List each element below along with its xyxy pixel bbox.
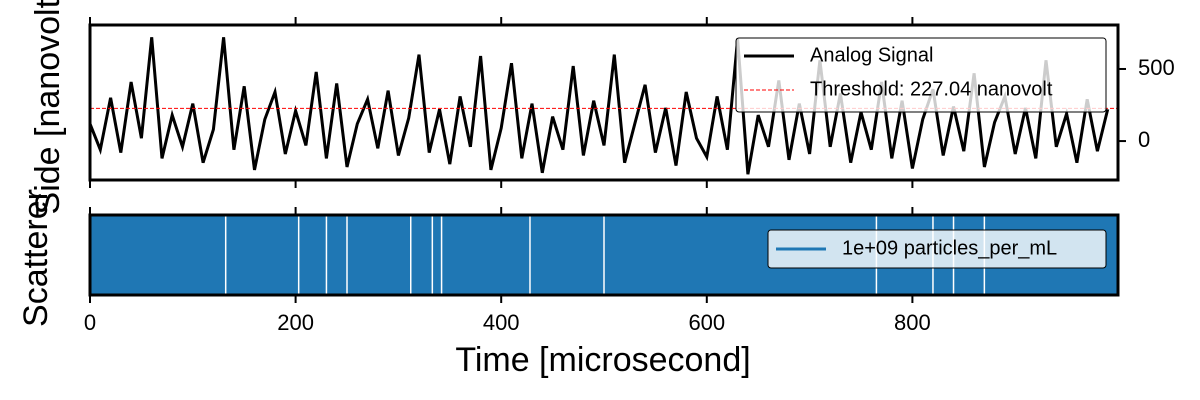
x-axis-label: Time [microsecond]: [455, 341, 750, 379]
legend-label: Threshold: 227.04 nanovolt: [810, 78, 1053, 100]
legend-label: Analog Signal: [810, 44, 933, 66]
y-tick-label: 0: [1138, 127, 1150, 152]
x-tick-label: 800: [894, 310, 931, 335]
y-axis-label: Side [nanovolt]: [29, 0, 67, 214]
axes-frame: [88, 23, 1120, 182]
x-tick-label: 0: [84, 310, 96, 335]
legend-box: [767, 229, 1107, 269]
y-tick-label: 500: [1138, 55, 1175, 80]
x-tick-label: 200: [277, 310, 314, 335]
signal-line: [90, 37, 1110, 175]
legend-label: 1e+09 particles_per_mL: [842, 237, 1057, 259]
x-tick-label: 400: [483, 310, 520, 335]
x-tick-label: 600: [688, 310, 725, 335]
y-axis-label: Scatterer: [17, 189, 55, 327]
legend-box: [735, 37, 1107, 113]
axes-frame: [88, 213, 1120, 297]
